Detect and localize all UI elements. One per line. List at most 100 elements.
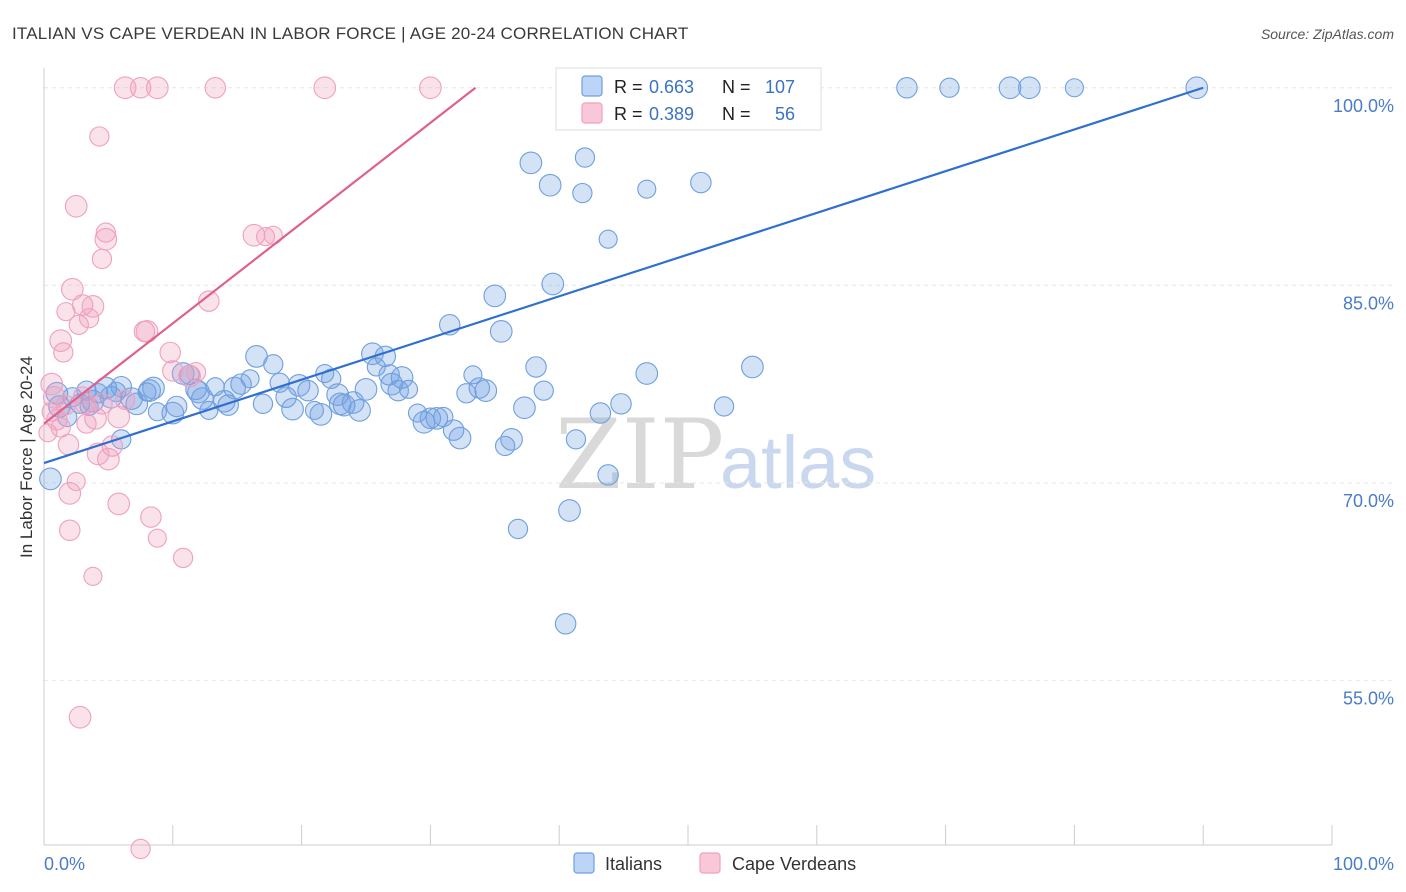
point-italians — [741, 355, 764, 379]
point-italians — [589, 402, 612, 424]
point-cape-verdeans — [107, 492, 131, 516]
point-italians — [309, 403, 333, 426]
point-cape-verdeans — [83, 566, 103, 586]
trend-lines — [43, 86, 1204, 465]
point-italians — [572, 182, 593, 204]
point-cape-verdeans — [101, 435, 124, 457]
point-italians — [191, 387, 214, 410]
point-italians — [998, 76, 1022, 100]
point-italians — [240, 369, 260, 389]
point-italians — [598, 229, 618, 249]
point-italians — [263, 354, 284, 375]
point-cape-verdeans — [91, 248, 113, 270]
point-italians — [463, 365, 483, 385]
point-cape-verdeans — [66, 471, 86, 492]
point-italians — [538, 173, 562, 197]
legend-n-value-cape-verdeans: 56 — [775, 104, 795, 124]
point-cape-verdeans — [313, 76, 337, 100]
point-italians — [500, 428, 523, 451]
point-cape-verdeans — [129, 77, 152, 99]
point-cape-verdeans — [95, 222, 116, 243]
point-cape-verdeans — [113, 76, 137, 100]
point-italians — [565, 429, 587, 450]
point-italians — [217, 394, 239, 416]
point-italians — [489, 320, 513, 343]
watermark-zip: ZIP — [555, 399, 724, 511]
point-italians — [252, 393, 274, 414]
point-italians — [456, 383, 477, 404]
point-italians — [223, 376, 246, 400]
point-italians — [448, 426, 472, 450]
point-cape-verdeans — [50, 417, 71, 438]
point-italians — [610, 393, 632, 415]
point-italians — [433, 406, 454, 428]
watermark-atlas: atlas — [720, 421, 876, 504]
x-tick-label-max: 100.0% — [1333, 854, 1394, 874]
legend-n-label-1: N = — [722, 77, 751, 97]
point-italians — [1064, 78, 1084, 98]
series-legend: Italians Cape Verdeans — [573, 852, 856, 874]
point-cape-verdeans — [89, 126, 110, 147]
point-cape-verdeans — [130, 838, 151, 860]
point-cape-verdeans — [64, 194, 88, 218]
point-italians — [558, 499, 581, 522]
point-cape-verdeans — [68, 314, 89, 335]
point-italians — [111, 429, 132, 450]
point-cape-verdeans — [59, 519, 81, 541]
point-italians — [513, 396, 536, 420]
series-legend-label-cape-verdeans: Cape Verdeans — [732, 854, 856, 874]
point-cape-verdeans — [97, 447, 120, 471]
point-cape-verdeans — [135, 320, 159, 343]
point-italians — [541, 272, 565, 296]
point-italians — [425, 406, 449, 430]
point-italians — [1017, 76, 1041, 100]
point-italians — [690, 171, 712, 194]
legend-swatch-italians — [581, 75, 603, 97]
point-cape-verdeans — [204, 77, 227, 99]
point-cape-verdeans — [84, 406, 107, 430]
chart-source: Source: ZipAtlas.com — [1261, 26, 1394, 42]
point-italians — [574, 147, 596, 168]
x-tick-label-min: 0.0% — [44, 854, 85, 874]
point-italians — [494, 435, 516, 457]
point-italians — [554, 613, 577, 635]
point-italians — [896, 77, 918, 99]
point-cape-verdeans — [53, 342, 74, 363]
point-italians — [637, 179, 657, 199]
point-italians — [354, 377, 378, 401]
point-italians — [230, 373, 252, 395]
point-cape-verdeans — [198, 290, 220, 312]
point-cape-verdeans — [159, 341, 181, 364]
point-cape-verdeans — [255, 227, 276, 247]
point-italians — [328, 392, 352, 416]
y-axis-label: In Labor Force | Age 20-24 — [17, 356, 36, 558]
trend-line-italians — [43, 86, 1204, 465]
series-legend-swatch-italians — [573, 852, 595, 874]
point-italians — [165, 395, 188, 418]
point-italians — [1185, 76, 1209, 100]
y-tick-label: 85.0% — [1343, 293, 1394, 313]
point-cape-verdeans — [145, 76, 169, 100]
point-italians — [483, 284, 507, 308]
legend-n-label-2: N = — [722, 104, 751, 124]
point-italians — [142, 376, 165, 400]
legend-swatch-cape-verdeans — [581, 102, 603, 124]
point-cape-verdeans — [81, 295, 105, 318]
y-tick-label: 100.0% — [1333, 96, 1394, 116]
point-cape-verdeans — [60, 277, 84, 301]
point-cape-verdeans — [68, 705, 92, 729]
point-italians — [939, 77, 960, 98]
point-cape-verdeans — [49, 329, 73, 352]
point-cape-verdeans — [94, 227, 118, 251]
axes — [43, 68, 1333, 846]
point-italians — [380, 372, 404, 396]
correlation-legend: R = 0.663 N = 107 R = 0.389 N = 56 — [555, 67, 822, 131]
point-cape-verdeans — [147, 528, 167, 548]
point-italians — [332, 393, 356, 417]
trend-line-cape-verdeans — [43, 86, 477, 425]
point-italians — [533, 380, 554, 401]
point-italians — [525, 356, 547, 378]
point-cape-verdeans — [140, 506, 162, 528]
point-cape-verdeans — [185, 362, 207, 383]
